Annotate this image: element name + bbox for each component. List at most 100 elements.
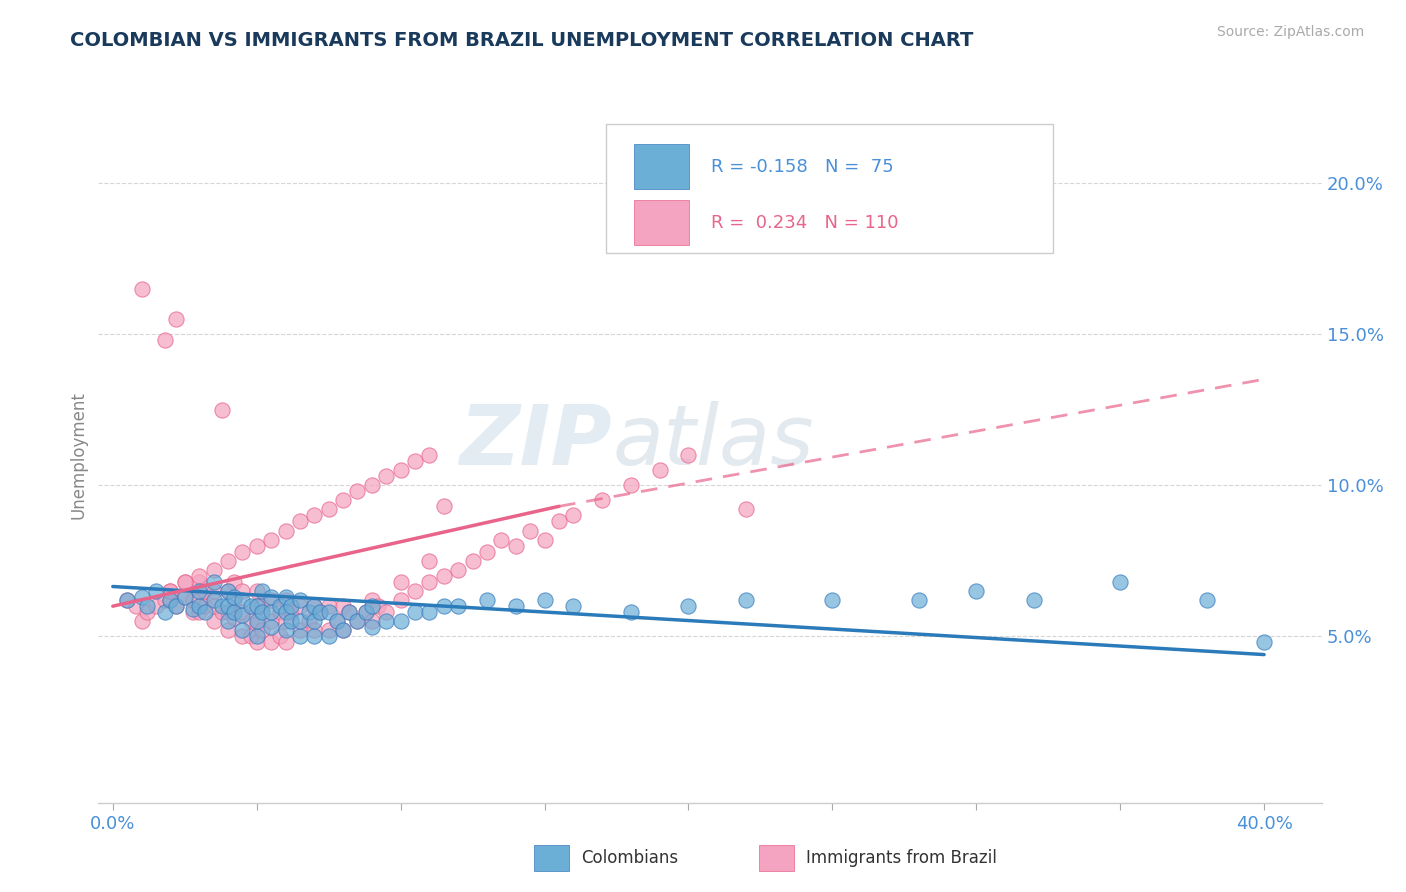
- Point: [907, 593, 929, 607]
- Point: [246, 615, 269, 629]
- Point: [360, 620, 382, 634]
- Point: [678, 599, 700, 614]
- Point: [360, 593, 382, 607]
- Point: [246, 539, 269, 553]
- Point: [533, 593, 555, 607]
- Point: [297, 615, 319, 629]
- Point: [1253, 635, 1275, 649]
- Point: [183, 593, 205, 607]
- Point: [404, 454, 426, 468]
- Point: [418, 448, 440, 462]
- Point: [153, 333, 176, 347]
- Point: [159, 584, 181, 599]
- Point: [217, 599, 239, 614]
- Point: [367, 599, 389, 614]
- Point: [231, 605, 253, 619]
- Point: [145, 599, 167, 614]
- Point: [332, 493, 354, 508]
- Point: [332, 599, 354, 614]
- Point: [309, 605, 332, 619]
- Point: [1195, 593, 1218, 607]
- Point: [115, 593, 138, 607]
- Point: [274, 615, 297, 629]
- Point: [360, 615, 382, 629]
- Point: [274, 635, 297, 649]
- Y-axis label: Unemployment: Unemployment: [69, 391, 87, 519]
- Point: [239, 599, 262, 614]
- Point: [288, 599, 311, 614]
- Point: [246, 629, 269, 643]
- Point: [165, 599, 187, 614]
- Point: [231, 545, 253, 559]
- Point: [183, 605, 205, 619]
- Point: [222, 574, 245, 589]
- Text: Immigrants from Brazil: Immigrants from Brazil: [806, 849, 997, 867]
- Point: [211, 599, 233, 614]
- Point: [318, 624, 340, 638]
- Point: [159, 584, 181, 599]
- Point: [326, 615, 349, 629]
- Point: [260, 590, 283, 604]
- Point: [337, 605, 360, 619]
- Point: [475, 593, 498, 607]
- Point: [533, 533, 555, 547]
- Point: [389, 574, 412, 589]
- Point: [159, 593, 181, 607]
- Point: [346, 615, 368, 629]
- Point: [153, 605, 176, 619]
- Point: [304, 599, 326, 614]
- Point: [461, 554, 484, 568]
- Point: [304, 508, 326, 523]
- Point: [965, 584, 987, 599]
- Text: Source: ZipAtlas.com: Source: ZipAtlas.com: [1216, 25, 1364, 39]
- Point: [337, 605, 360, 619]
- Point: [188, 569, 211, 583]
- Point: [326, 615, 349, 629]
- Point: [274, 605, 297, 619]
- Point: [433, 500, 456, 514]
- Point: [131, 281, 153, 295]
- Point: [354, 605, 377, 619]
- Point: [280, 605, 302, 619]
- Point: [304, 629, 326, 643]
- Point: [735, 593, 758, 607]
- Text: atlas: atlas: [612, 401, 814, 482]
- Point: [231, 624, 253, 638]
- Point: [304, 599, 326, 614]
- Point: [202, 615, 225, 629]
- Point: [447, 599, 470, 614]
- Bar: [634, 201, 689, 245]
- Point: [274, 590, 297, 604]
- Point: [246, 599, 269, 614]
- Point: [194, 584, 217, 599]
- Point: [159, 593, 181, 607]
- Point: [188, 574, 211, 589]
- Point: [418, 574, 440, 589]
- Point: [269, 605, 291, 619]
- Point: [304, 624, 326, 638]
- Point: [288, 593, 311, 607]
- Point: [202, 574, 225, 589]
- Text: R =  0.234   N = 110: R = 0.234 N = 110: [711, 214, 898, 232]
- Point: [246, 635, 269, 649]
- Point: [231, 593, 253, 607]
- Point: [194, 599, 217, 614]
- Point: [288, 624, 311, 638]
- Point: [354, 605, 377, 619]
- Point: [548, 515, 571, 529]
- Point: [433, 599, 456, 614]
- Point: [280, 615, 302, 629]
- Point: [222, 593, 245, 607]
- Point: [360, 599, 382, 614]
- Point: [288, 515, 311, 529]
- Point: [375, 615, 398, 629]
- Point: [346, 615, 368, 629]
- Point: [260, 615, 283, 629]
- Point: [418, 554, 440, 568]
- Point: [202, 593, 225, 607]
- Point: [318, 502, 340, 516]
- Point: [260, 605, 283, 619]
- Point: [678, 448, 700, 462]
- Point: [318, 605, 340, 619]
- Point: [222, 611, 245, 625]
